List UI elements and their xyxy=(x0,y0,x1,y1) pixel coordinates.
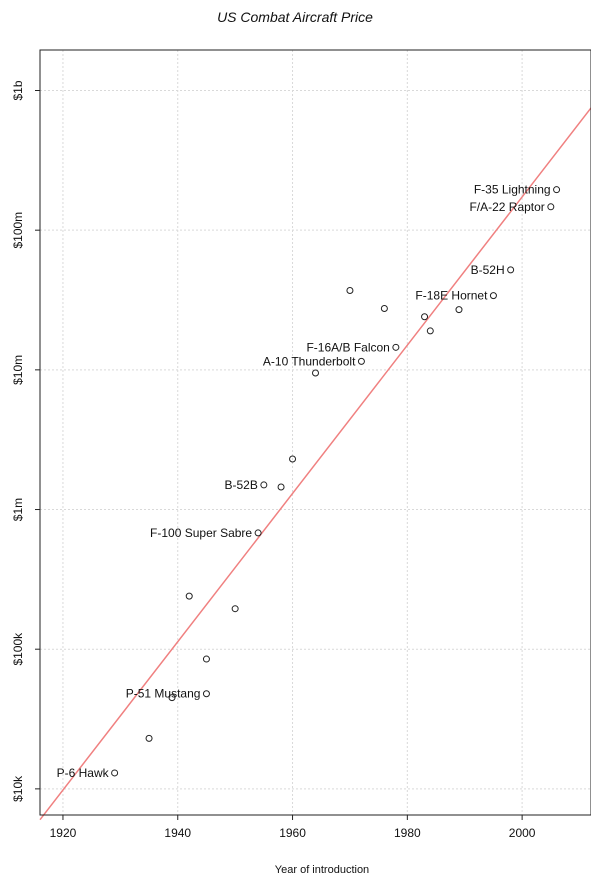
point-label: F/A-22 Raptor xyxy=(469,200,544,214)
point-label: F-16A/B Falcon xyxy=(306,340,389,354)
data-point xyxy=(312,369,319,377)
point-label: B-52H xyxy=(471,263,505,277)
data-point xyxy=(357,357,365,365)
data-point xyxy=(185,592,193,600)
plot-frame xyxy=(39,49,591,816)
x-axis-title: Year of introduction xyxy=(275,864,369,876)
point-label: A-10 Thunderbolt xyxy=(263,354,356,368)
y-tick-label: $100k xyxy=(11,632,25,666)
data-point xyxy=(231,605,239,613)
x-tick-label: 2000 xyxy=(509,826,536,840)
y-tick-label: $1b xyxy=(11,80,25,100)
y-tick-label: $10k xyxy=(11,775,25,802)
data-point xyxy=(202,655,210,663)
data-point xyxy=(489,292,497,300)
data-point xyxy=(455,306,463,314)
point-labels: P-6 Hawk P-51 Mustang F-100 Super Sabre B-5… xyxy=(57,183,551,780)
data-point xyxy=(168,694,176,702)
data-point xyxy=(289,455,297,463)
y-axis: $10k $100k $1m $10m $100m $1b xyxy=(11,80,40,802)
data-point xyxy=(111,769,119,777)
data-point xyxy=(380,304,388,312)
trend-line-group xyxy=(39,107,591,821)
point-label: F-100 Super Sabre xyxy=(150,526,252,540)
x-tick-label: 1920 xyxy=(50,826,77,840)
data-point xyxy=(392,343,400,351)
chart-title: US Combat Aircraft Price xyxy=(217,9,373,25)
x-tick-label: 1940 xyxy=(164,826,191,840)
y-tick-label: $10m xyxy=(11,355,25,385)
trend-line xyxy=(39,107,591,821)
x-axis: 1920 1940 1960 1980 2000 xyxy=(50,815,536,840)
data-point xyxy=(553,186,561,194)
point-label: B-52B xyxy=(224,478,257,492)
data-point xyxy=(202,690,210,698)
point-label: F-18E Hornet xyxy=(415,289,488,303)
point-label: F-35 Lightning xyxy=(474,183,551,197)
grid xyxy=(40,50,591,815)
y-tick-label: $1m xyxy=(11,498,25,521)
x-tick-label: 1980 xyxy=(394,826,421,840)
data-point xyxy=(145,734,153,742)
data-point xyxy=(346,286,354,294)
data-point xyxy=(260,481,268,489)
data-point xyxy=(277,483,285,491)
data-point xyxy=(254,529,262,537)
data-point xyxy=(507,266,515,274)
data-point xyxy=(421,313,429,321)
point-label: P-51 Mustang xyxy=(126,687,201,701)
point-label: P-6 Hawk xyxy=(57,766,110,780)
data-points xyxy=(111,186,561,777)
data-point xyxy=(547,203,555,211)
data-point xyxy=(426,327,434,335)
y-tick-label: $100m xyxy=(11,212,25,249)
x-tick-label: 1960 xyxy=(279,826,306,840)
